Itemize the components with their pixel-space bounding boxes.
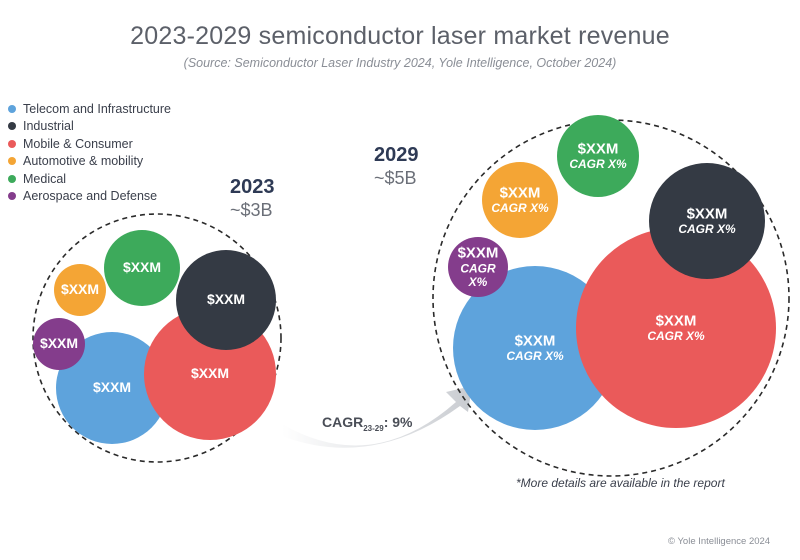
value-label-2023-automotive-mobility: $XXM xyxy=(61,281,99,297)
bubble-2023-industrial xyxy=(176,250,276,350)
cagr-label-2029-automotive-mobility: CAGR X% xyxy=(491,201,549,215)
bubble-2029-industrial xyxy=(649,163,765,279)
footnote: *More details are available in the repor… xyxy=(516,476,725,490)
bubble-2029-telecom-and-infrastructure xyxy=(453,266,617,430)
value-label-2023-mobile-consumer: $XXM xyxy=(191,365,229,381)
outer-ring-2023 xyxy=(32,213,282,463)
legend-item: Aerospace and Defense xyxy=(8,188,171,206)
legend-label: Medical xyxy=(23,171,67,186)
value-label-2029-mobile-consumer: $XXM xyxy=(656,313,697,330)
value-label-2029-industrial: $XXM xyxy=(687,206,728,223)
legend-swatch xyxy=(8,104,16,113)
bubble-2023-medical xyxy=(104,230,180,306)
legend-swatch xyxy=(8,174,16,183)
value-label-2029-telecom-and-infrastructure: $XXM xyxy=(515,333,556,350)
value-label-2023-medical: $XXM xyxy=(123,259,161,275)
legend-swatch xyxy=(8,157,16,166)
legend-label: Industrial xyxy=(23,119,74,134)
cagr-label-text: CAGR xyxy=(322,414,364,430)
legend-item: Medical xyxy=(8,170,171,188)
legend-label: Mobile & Consumer xyxy=(23,136,133,151)
legend-label: Telecom and Infrastructure xyxy=(23,101,171,116)
bubble-2029-medical xyxy=(557,115,639,197)
cagr-label-2029-telecom-and-infrastructure: CAGR X% xyxy=(506,349,564,363)
value-label-2023-aerospace-and-defense: $XXM xyxy=(40,335,78,351)
cagr-label-period: 23-29 xyxy=(363,423,384,433)
legend-swatch xyxy=(8,122,16,131)
cagr-arrow-label: CAGR23-29: 9% xyxy=(322,414,413,433)
year-label-2023: 2023 xyxy=(230,176,275,198)
chart-title: 2023-2029 semiconductor laser market rev… xyxy=(130,22,670,50)
bubble-2023-aerospace-and-defense xyxy=(33,318,85,370)
legend-item: Mobile & Consumer xyxy=(8,135,171,153)
total-label-2029: ~$5B xyxy=(374,168,417,188)
cagr-label-value: : 9% xyxy=(383,414,413,430)
legend-item: Telecom and Infrastructure xyxy=(8,100,171,118)
legend-swatch xyxy=(8,139,16,148)
value-label-2029-aerospace-and-defense: $XXM xyxy=(458,245,499,262)
legend-swatch xyxy=(8,192,16,201)
cagr-label-2029-medical: CAGR X% xyxy=(569,157,627,171)
bubble-2029-mobile-consumer xyxy=(576,228,776,428)
year-label-2029: 2029 xyxy=(374,144,419,166)
value-label-2029-automotive-mobility: $XXM xyxy=(500,185,541,202)
legend-label: Automotive & mobility xyxy=(23,154,144,169)
value-label-2029-medical: $XXM xyxy=(578,141,619,158)
legend-item: Industrial xyxy=(8,118,171,136)
bubble-2029-automotive-mobility xyxy=(482,162,558,238)
bubble-2023-telecom-and-infrastructure xyxy=(56,332,168,444)
legend-label: Aerospace and Defense xyxy=(23,189,158,204)
chart-subtitle: (Source: Semiconductor Laser Industry 20… xyxy=(183,56,617,70)
value-label-2023-telecom-and-infrastructure: $XXM xyxy=(93,379,131,395)
bubble-2029-aerospace-and-defense xyxy=(448,237,508,297)
cagr-label-2029-aerospace-and-defense: X% xyxy=(468,275,488,289)
total-label-2023: ~$3B xyxy=(230,200,273,220)
cagr-label-2029-aerospace-and-defense: CAGR xyxy=(460,261,496,275)
cagr-label-2029-mobile-consumer: CAGR X% xyxy=(647,329,705,343)
cagr-arrow xyxy=(282,386,472,448)
bubble-2023-automotive-mobility xyxy=(54,264,106,316)
legend-item: Automotive & mobility xyxy=(8,153,171,171)
value-label-2023-industrial: $XXM xyxy=(207,291,245,307)
legend: Telecom and Infrastructure Industrial Mobi… xyxy=(8,100,171,205)
cagr-label-2029-industrial: CAGR X% xyxy=(678,222,736,236)
copyright: © Yole Intelligence 2024 xyxy=(668,536,771,547)
